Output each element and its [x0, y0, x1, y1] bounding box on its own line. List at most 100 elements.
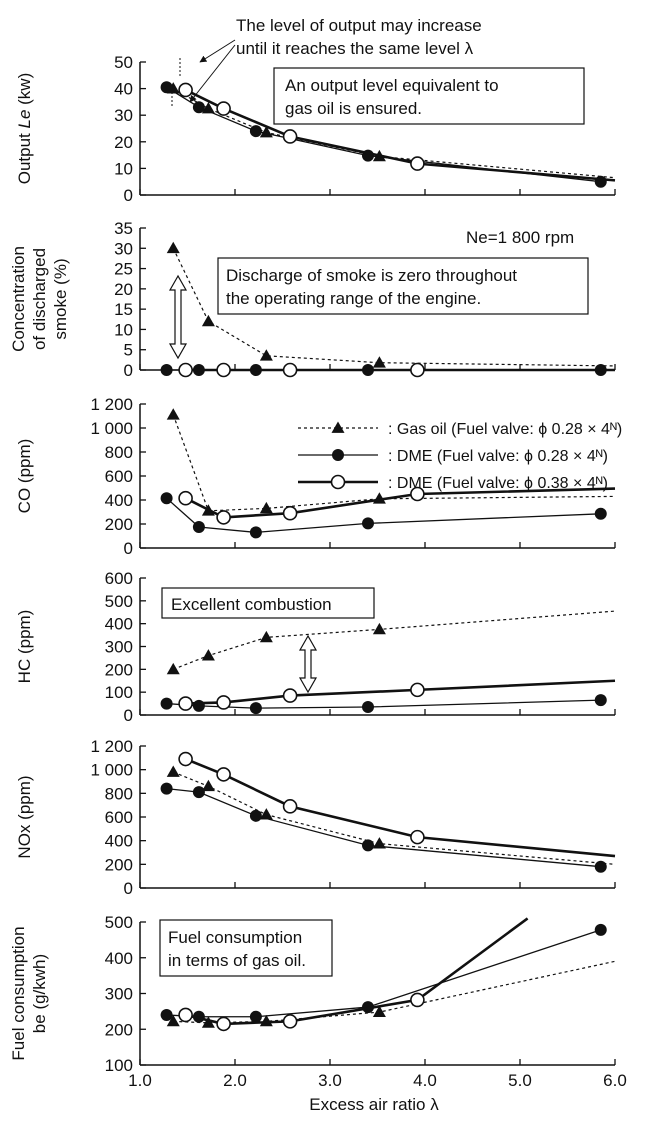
legend-marker-gas: [331, 421, 345, 433]
data-point-dme038: [410, 992, 425, 1008]
legend-marker-dme038: [330, 474, 346, 490]
data-point-dme038: [410, 362, 425, 378]
data-point-dme038: [216, 101, 231, 116]
series-line-dme038: [185, 679, 616, 705]
data-point-gas: [201, 649, 215, 661]
y-tick-label: 1 200: [90, 395, 133, 414]
series-line-dme038: [185, 487, 616, 519]
y-tick-label: 100: [105, 1056, 133, 1075]
y-tick-label: 1 000: [90, 761, 133, 780]
data-point-dme038: [282, 1014, 298, 1029]
data-point-dme038: [216, 362, 231, 378]
data-point-dme038: [282, 688, 298, 703]
y-tick-label: 30: [114, 106, 133, 125]
legend-gas-label: : Gas oil (Fuel valve: ϕ 0.28 × 4ᴺ): [388, 421, 622, 438]
y-tick-label: 0: [124, 706, 133, 725]
y-axis-label: of discharged: [30, 248, 49, 350]
data-point-dme028: [362, 517, 374, 530]
y-tick-label: 50: [114, 53, 133, 72]
data-point-dme028: [160, 364, 173, 376]
hc-note-box: [161, 587, 375, 619]
data-point-dme038: [216, 510, 231, 525]
data-point-dme038: [216, 767, 231, 782]
x-axis-label: Excess air ratio λ: [309, 1095, 439, 1114]
y-tick-label: 200: [105, 1020, 133, 1039]
data-point-gas: [259, 808, 273, 820]
callout-arrow-lower: [189, 44, 236, 103]
data-point-gas: [372, 1005, 386, 1017]
series-line-dme038: [185, 757, 616, 858]
y-tick-label: 800: [105, 784, 133, 803]
y-tick-label: 15: [114, 300, 133, 319]
data-point-dme028: [594, 860, 607, 873]
data-point-gas: [259, 349, 273, 361]
y-axis-label: Output Le (kw): [15, 73, 34, 185]
data-point-gas: [166, 1014, 180, 1027]
y-tick-label: 500: [105, 913, 133, 932]
data-point-gas: [166, 765, 180, 777]
data-point-gas: [166, 241, 180, 254]
data-point-dme038: [282, 129, 298, 144]
y-tick-label: 40: [114, 80, 133, 99]
smoke-note-line1: Discharge of smoke is zero throughout: [226, 266, 517, 285]
y-axis-label: be (g/kwh): [30, 954, 49, 1033]
y-tick-label: 0: [124, 879, 133, 898]
data-point-dme028: [192, 699, 205, 712]
output-note-line1: An output level equivalent to: [285, 76, 499, 95]
data-point-dme028: [192, 101, 205, 114]
data-point-gas: [201, 102, 215, 114]
data-point-dme038: [410, 156, 425, 171]
data-point-gas: [166, 408, 180, 420]
x-tick-label: 2.0: [223, 1071, 247, 1090]
data-point-dme028: [249, 702, 262, 715]
top-note-line1: The level of output may increase: [236, 16, 482, 35]
data-point-dme028: [362, 701, 374, 714]
data-point-dme028: [160, 1008, 173, 1021]
hc-gap-arrow: [298, 634, 318, 694]
data-point-dme038: [282, 799, 298, 814]
data-point-dme028: [362, 839, 374, 852]
data-point-dme038: [178, 362, 193, 378]
x-tick-label: 1.0: [128, 1071, 152, 1090]
y-tick-label: 10: [114, 159, 133, 178]
y-tick-label: 0: [124, 539, 133, 558]
data-point-gas: [372, 622, 386, 635]
data-point-gas: [372, 356, 386, 368]
x-tick-label: 5.0: [508, 1071, 532, 1090]
fuel-note-line2: in terms of gas oil.: [168, 951, 306, 970]
data-point-dme038: [178, 1007, 193, 1023]
data-point-dme028: [594, 507, 607, 520]
smoke-gap-arrow: [168, 274, 188, 360]
x-tick-label: 4.0: [413, 1071, 437, 1090]
fuel-note-line1: Fuel consumption: [168, 928, 302, 947]
data-point-gas: [259, 501, 273, 514]
data-point-dme028: [192, 521, 205, 533]
panel-4: 0 100 200 300 400 500 600 HC (ppm): [15, 569, 616, 725]
y-tick-label: 10: [114, 320, 133, 339]
panel-6: 100 200 300 400 500 Fuel consumption be (g/kwh…: [9, 913, 616, 1075]
y-tick-label: 25: [114, 260, 133, 279]
y-axis-label: smoke (%): [51, 258, 70, 339]
y-tick-label: 300: [105, 985, 133, 1004]
data-point-dme038: [178, 82, 193, 98]
output-note-line2: gas oil is ensured.: [285, 99, 422, 118]
y-tick-label: 1 200: [90, 737, 133, 756]
y-tick-label: 200: [105, 515, 133, 534]
data-point-dme028: [192, 786, 205, 799]
data-point-dme028: [160, 697, 173, 710]
x-tick-label: 6.0: [603, 1071, 627, 1090]
panel-1: 0 10 20 30 40 50 Output Le (kw): [15, 53, 616, 205]
y-tick-label: 400: [105, 949, 133, 968]
y-tick-label: 400: [105, 491, 133, 510]
series-line-gas: [172, 414, 616, 512]
smoke-note-box: [217, 257, 589, 315]
y-tick-label: 500: [105, 592, 133, 611]
y-tick-label: 0: [124, 361, 133, 380]
fuel-note-box: [159, 919, 333, 977]
data-point-dme038: [216, 1016, 231, 1032]
y-tick-label: 100: [105, 683, 133, 702]
y-tick-label: 20: [114, 280, 133, 299]
